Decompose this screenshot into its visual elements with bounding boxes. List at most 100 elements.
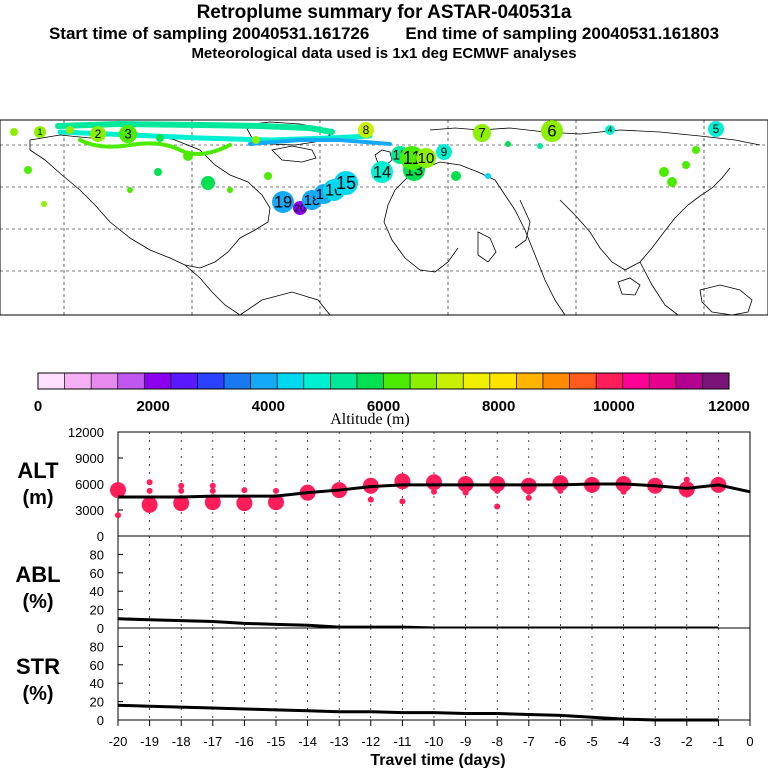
y-tick-label: 20 (90, 603, 104, 618)
colorbar-tick-label: 12000 (708, 398, 750, 415)
met-data-label: Meteorological data used is 1x1 deg ECMW… (191, 45, 577, 62)
altitude-marker (146, 479, 153, 486)
cluster-marker (708, 121, 724, 137)
cluster-label: 10 (418, 150, 435, 167)
x-tick-label: -19 (140, 734, 159, 749)
travel-time-axis: -20 -19 -18 -17 -16 -15 -14 -13 -12 -11 -10 -9 -8 -7-… (109, 720, 754, 749)
panel-frame (117, 627, 751, 721)
y-tick-label: 0 (97, 713, 104, 728)
altitude-marker (620, 488, 627, 495)
colorbar-swatch (224, 373, 252, 389)
altitude-marker (399, 498, 406, 505)
x-tick-label: -15 (267, 734, 286, 749)
cluster-markers: 1920181716151413121110987654321 (10, 120, 724, 215)
panel-unit: (m) (22, 487, 53, 509)
cluster-marker-small (667, 177, 677, 187)
panel-label: STR (16, 654, 60, 679)
map-graticule (0, 120, 768, 315)
x-tick-label: -13 (330, 734, 349, 749)
x-tick-label: -5 (586, 734, 598, 749)
cluster-marker (358, 122, 374, 138)
altitude-marker (268, 494, 284, 511)
colorbar-swatch (170, 373, 198, 389)
altitude-marker (431, 488, 437, 495)
cluster-marker (416, 148, 436, 168)
altitude-marker (273, 487, 279, 494)
x-tick-label: -10 (425, 734, 444, 749)
x-tick-label: -3 (649, 734, 661, 749)
colorbar-tick-label: 0 (34, 398, 42, 415)
cluster-marker-small (10, 128, 18, 136)
cluster-label: 3 (124, 127, 132, 142)
cluster-label: 19 (274, 194, 292, 212)
y-tick-label: 20 (90, 695, 104, 710)
cluster-marker-small (227, 187, 233, 193)
colorbar-swatch (622, 373, 650, 389)
colorbar-swatch (489, 373, 517, 389)
cluster-label: 20 (294, 203, 306, 215)
map-frame (0, 119, 768, 316)
panel-alt: 0 3000 6000 9000 12000 ALT (m) (17, 425, 751, 544)
cluster-marker-small (537, 143, 543, 149)
cluster-marker (436, 144, 452, 160)
cluster-marker-small (24, 166, 32, 174)
cluster-marker (371, 161, 393, 183)
cluster-label: 1 (37, 127, 42, 137)
cluster-label: 15 (336, 173, 356, 193)
y-tick-label: 12000 (68, 425, 104, 440)
y-tick-label: 6000 (75, 477, 104, 492)
cluster-marker-small (505, 141, 511, 147)
cluster-marker-small (682, 161, 690, 169)
panel-label: ALT (17, 458, 59, 483)
colorbar-swatch (330, 373, 358, 389)
cluster-label: 14 (373, 164, 391, 182)
altitude-marker (525, 488, 532, 495)
y-tick-label: 80 (90, 547, 104, 562)
x-axis-title: Travel time (days) (370, 752, 505, 768)
x-tick-label: -9 (460, 734, 472, 749)
altitude-marker (683, 491, 690, 498)
y-tick-label: 0 (97, 529, 104, 544)
altitude-marker (552, 475, 569, 492)
colorbar-swatch (197, 373, 225, 389)
cluster-marker-small (183, 151, 193, 161)
colorbar-swatch (596, 373, 624, 389)
y-tick-label: 3000 (75, 503, 104, 518)
colorbar-swatch (250, 373, 278, 389)
altitude-marker (525, 494, 532, 501)
colorbar-swatch (516, 373, 544, 389)
x-tick-label: -6 (555, 734, 567, 749)
colorbar-axis-label: Altitude (m) (330, 411, 410, 428)
altitude-marker (204, 494, 221, 511)
colorbar-swatch (569, 373, 597, 389)
altitude-marker (209, 482, 216, 489)
cluster-marker (473, 124, 491, 142)
altitude-marker (146, 487, 153, 494)
cluster-marker (90, 126, 106, 142)
altitude-marker (110, 482, 126, 499)
altitude-marker (241, 487, 248, 494)
cluster-marker-small (451, 171, 461, 181)
cluster-marker-small (156, 134, 164, 142)
panel-label: ABL (15, 562, 60, 587)
altitude-marker (236, 495, 253, 512)
cluster-marker (541, 120, 563, 142)
cluster-marker (119, 125, 137, 143)
cluster-marker-small (485, 173, 491, 179)
altitude-marker (494, 487, 501, 494)
altitude-marker (683, 476, 690, 483)
altitude-marker (426, 474, 442, 491)
colorbar-swatch (383, 373, 411, 389)
colorbar-swatch (410, 373, 438, 389)
colorbar-tick-label: 10000 (593, 398, 635, 415)
str-line (117, 703, 719, 722)
colorbar-tick-label: 8000 (482, 398, 515, 415)
altitude-marker (115, 512, 121, 519)
panel-str: 0 20 40 60 80 STR (%) (16, 627, 751, 728)
cluster-marker (334, 171, 358, 195)
x-tick-label: -12 (361, 734, 380, 749)
cluster-label: 9 (441, 145, 448, 159)
altitude-marker (178, 487, 185, 494)
altitude-marker (557, 487, 564, 494)
colorbar-swatch (117, 373, 145, 389)
